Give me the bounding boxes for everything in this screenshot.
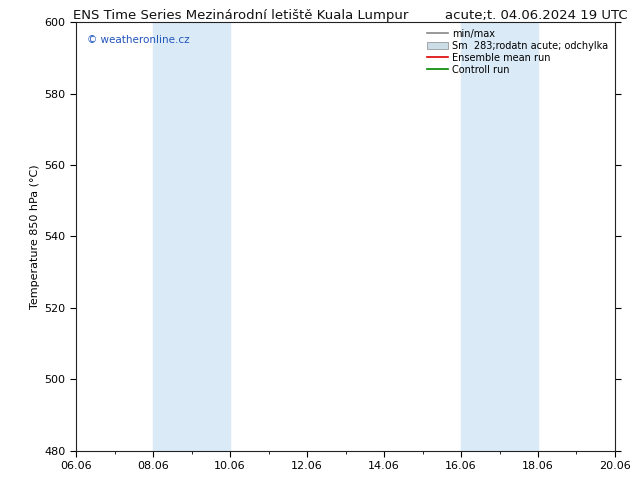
Y-axis label: Temperature 850 hPa (°C): Temperature 850 hPa (°C) xyxy=(30,164,40,309)
Bar xyxy=(461,22,538,451)
Legend: min/max, Sm  283;rodatn acute; odchylka, Ensemble mean run, Controll run: min/max, Sm 283;rodatn acute; odchylka, … xyxy=(425,27,610,76)
Text: ENS Time Series Mezinárodní letiště Kuala Lumpur: ENS Time Series Mezinárodní letiště Kual… xyxy=(74,9,408,22)
Text: © weatheronline.cz: © weatheronline.cz xyxy=(87,35,190,45)
Text: acute;t. 04.06.2024 19 UTC: acute;t. 04.06.2024 19 UTC xyxy=(445,9,628,22)
Bar xyxy=(153,22,230,451)
